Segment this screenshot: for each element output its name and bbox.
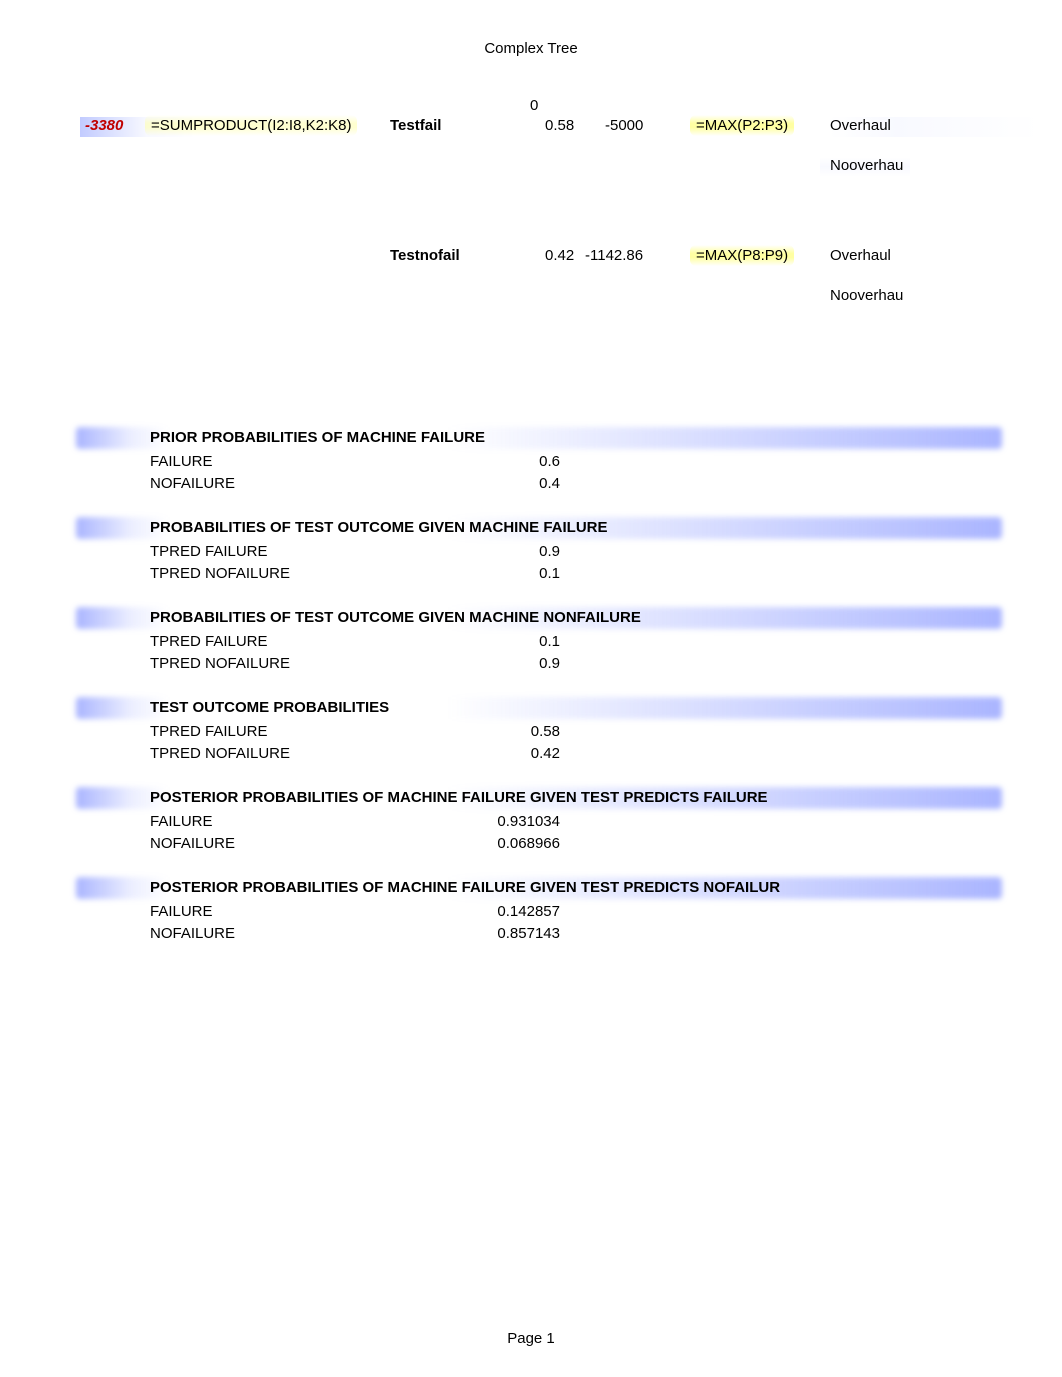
row-label: TPRED NOFAILURE xyxy=(150,653,460,675)
row-label: TPRED NOFAILURE xyxy=(150,743,460,765)
row-label: FAILURE xyxy=(150,811,460,833)
section-header: PROBABILITIES OF TEST OUTCOME GIVEN MACH… xyxy=(80,607,1002,629)
section-title: PROBABILITIES OF TEST OUTCOME GIVEN MACH… xyxy=(80,607,1002,628)
section-posterior-nofailure: POSTERIOR PROBABILITIES OF MACHINE FAILU… xyxy=(80,877,1002,945)
row-value: 0.142857 xyxy=(460,901,560,923)
table-row: TPRED FAILURE 0.58 xyxy=(80,721,1002,743)
probability-tables: PRIOR PROBABILITIES OF MACHINE FAILURE F… xyxy=(20,427,1042,945)
table-row: NOFAILURE 0.857143 xyxy=(80,923,1002,945)
section-posterior-failure: POSTERIOR PROBABILITIES OF MACHINE FAILU… xyxy=(80,787,1002,855)
table-row: FAILURE 0.6 xyxy=(80,451,1002,473)
branch1-value: -5000 xyxy=(605,117,643,134)
page-footer: Page 1 xyxy=(0,1330,1062,1347)
row-label: FAILURE xyxy=(150,451,460,473)
section-header: POSTERIOR PROBABILITIES OF MACHINE FAILU… xyxy=(80,787,1002,809)
section-header: PROBABILITIES OF TEST OUTCOME GIVEN MACH… xyxy=(80,517,1002,539)
row-value: 0.58 xyxy=(460,721,560,743)
branch2-leaf-a: Overhaul xyxy=(830,247,891,264)
row-label: FAILURE xyxy=(150,901,460,923)
section-cond-failure: PROBABILITIES OF TEST OUTCOME GIVEN MACH… xyxy=(80,517,1002,585)
root-value: -3380 xyxy=(85,117,123,134)
sumproduct-formula: =SUMPRODUCT(I2:I8,K2:K8) xyxy=(145,115,357,136)
row-value: 0.931034 xyxy=(460,811,560,833)
branch1-name: Testfail xyxy=(390,117,441,134)
row-label: TPRED FAILURE xyxy=(150,541,460,563)
section-header: PRIOR PROBABILITIES OF MACHINE FAILURE xyxy=(80,427,1002,449)
section-title: POSTERIOR PROBABILITIES OF MACHINE FAILU… xyxy=(80,877,1002,898)
section-cond-nonfailure: PROBABILITIES OF TEST OUTCOME GIVEN MACH… xyxy=(80,607,1002,675)
branch2-max-formula: =MAX(P8:P9) xyxy=(690,245,794,266)
section-title: PROBABILITIES OF TEST OUTCOME GIVEN MACH… xyxy=(80,517,1002,538)
row-value: 0.068966 xyxy=(460,833,560,855)
branch1-zero: 0 xyxy=(530,97,538,114)
branch2-name: Testnofail xyxy=(390,247,460,264)
row-value: 0.857143 xyxy=(460,923,560,945)
branch1-max-cell: =MAX(P2:P3) xyxy=(690,117,794,134)
row-value: 0.42 xyxy=(460,743,560,765)
row-label: TPRED FAILURE xyxy=(150,631,460,653)
page-title: Complex Tree xyxy=(20,40,1042,57)
decision-tree: 0 -3380 =SUMPRODUCT(I2:I8,K2:K8) Testfai… xyxy=(20,97,1042,367)
row-value: 0.4 xyxy=(460,473,560,495)
branch1-max-formula: =MAX(P2:P3) xyxy=(690,115,794,136)
row-label: NOFAILURE xyxy=(150,833,460,855)
branch2-prob: 0.42 xyxy=(545,247,574,264)
table-row: TPRED NOFAILURE 0.9 xyxy=(80,653,1002,675)
branch1-prob: 0.58 xyxy=(545,117,574,134)
table-row: FAILURE 0.931034 xyxy=(80,811,1002,833)
row-value: 0.9 xyxy=(460,653,560,675)
section-header: POSTERIOR PROBABILITIES OF MACHINE FAILU… xyxy=(80,877,1002,899)
section-title: TEST OUTCOME PROBABILITIES xyxy=(80,697,1002,718)
row-value: 0.1 xyxy=(460,563,560,585)
section-title: PRIOR PROBABILITIES OF MACHINE FAILURE xyxy=(80,427,1002,448)
table-row: TPRED FAILURE 0.1 xyxy=(80,631,1002,653)
row-label: TPRED FAILURE xyxy=(150,721,460,743)
branch1-leaf-a: Overhaul xyxy=(830,117,891,134)
section-title: POSTERIOR PROBABILITIES OF MACHINE FAILU… xyxy=(80,787,1002,808)
sumproduct-cell: =SUMPRODUCT(I2:I8,K2:K8) xyxy=(145,117,357,134)
branch2-max-cell: =MAX(P8:P9) xyxy=(690,247,794,264)
page: Complex Tree 0 -3380 =SUMPRODUCT(I2:I8,K… xyxy=(0,0,1062,1377)
table-row: NOFAILURE 0.4 xyxy=(80,473,1002,495)
branch2-value: -1142.86 xyxy=(585,247,643,264)
table-row: NOFAILURE 0.068966 xyxy=(80,833,1002,855)
row-value: 0.1 xyxy=(460,631,560,653)
section-header: TEST OUTCOME PROBABILITIES xyxy=(80,697,1002,719)
table-row: TPRED NOFAILURE 0.42 xyxy=(80,743,1002,765)
table-row: TPRED FAILURE 0.9 xyxy=(80,541,1002,563)
branch2-leaf-b: Nooverhau xyxy=(830,287,903,304)
row-label: TPRED NOFAILURE xyxy=(150,563,460,585)
section-prior: PRIOR PROBABILITIES OF MACHINE FAILURE F… xyxy=(80,427,1002,495)
section-test-outcome: TEST OUTCOME PROBABILITIES TPRED FAILURE… xyxy=(80,697,1002,765)
row-label: NOFAILURE xyxy=(150,473,460,495)
table-row: TPRED NOFAILURE 0.1 xyxy=(80,563,1002,585)
branch1-leaf-b: Nooverhau xyxy=(830,157,903,174)
row-label: NOFAILURE xyxy=(150,923,460,945)
row-value: 0.6 xyxy=(460,451,560,473)
row-value: 0.9 xyxy=(460,541,560,563)
table-row: FAILURE 0.142857 xyxy=(80,901,1002,923)
